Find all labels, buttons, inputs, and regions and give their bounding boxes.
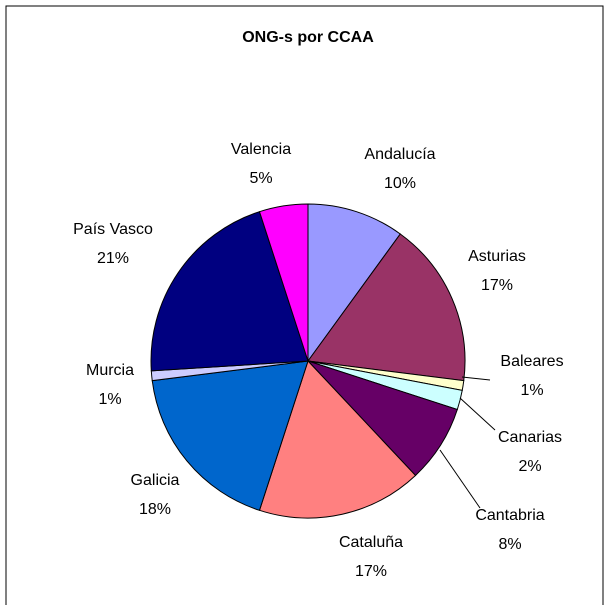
slice-value-label: 1%: [98, 391, 121, 408]
slice-value-label: 8%: [498, 536, 521, 553]
slice-value-label: 17%: [481, 277, 513, 294]
pie-slice: [150, 211, 309, 372]
slice-value-label: 5%: [249, 170, 272, 187]
leader-line: [459, 397, 496, 431]
slice-label: Valencia: [231, 141, 291, 158]
slice-label: Baleares: [500, 353, 563, 370]
slice-label: Asturias: [468, 248, 526, 265]
slice-label: Cataluña: [339, 534, 403, 551]
pie-slice: [307, 203, 401, 363]
pie-slice: [258, 203, 309, 362]
slice-label: Cantabria: [475, 507, 544, 524]
slice-value-label: 10%: [384, 175, 416, 192]
pie-slice: [307, 233, 466, 382]
slice-value-label: 18%: [139, 501, 171, 518]
leader-line: [439, 449, 481, 509]
slice-label: Murcia: [86, 362, 134, 379]
chart-frame: [5, 5, 604, 605]
slice-value-label: 17%: [355, 563, 387, 580]
pie-slice: [151, 360, 309, 511]
slice-label: Andalucía: [364, 146, 435, 163]
slice-label: Galicia: [131, 472, 180, 489]
leader-line: [461, 376, 491, 381]
slice-value-label: 1%: [520, 382, 543, 399]
slice-value-label: 21%: [97, 250, 129, 267]
slice-label: Canarias: [498, 429, 562, 446]
pie-slice: [258, 360, 417, 519]
slice-value-label: 2%: [518, 458, 541, 475]
slice-label: País Vasco: [73, 221, 153, 238]
chart-title: ONG-s por CCAA: [242, 29, 374, 46]
